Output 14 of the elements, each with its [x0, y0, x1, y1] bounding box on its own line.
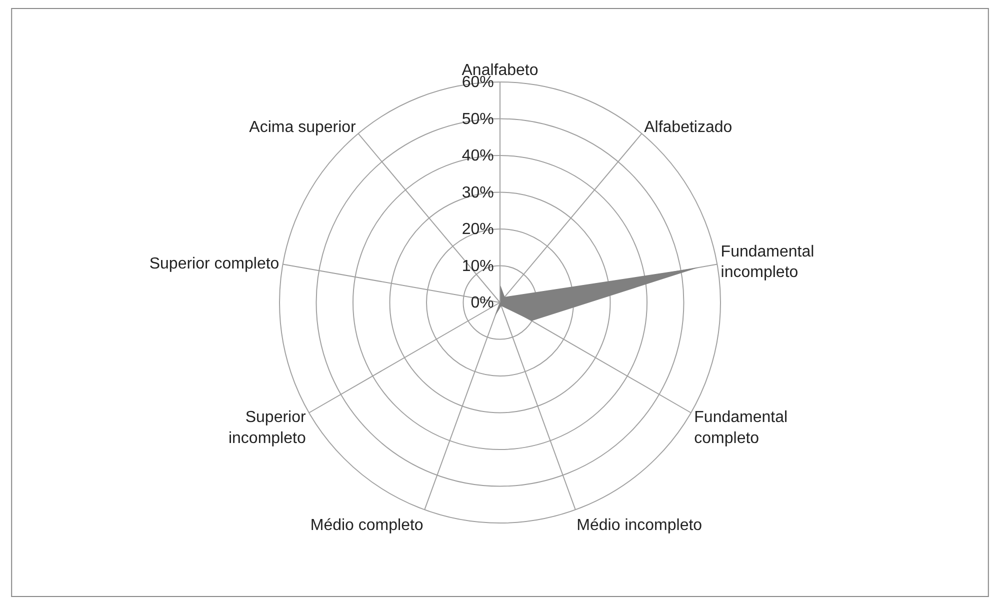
y-tick-label: 0% — [470, 294, 494, 312]
spoke-label: Acima superior — [249, 118, 357, 136]
spoke-label: Alfabetizado — [644, 118, 732, 136]
y-tick-label: 40% — [462, 148, 494, 165]
spoke-label: Médio completo — [310, 517, 424, 534]
y-tick-label: 10% — [462, 258, 494, 275]
y-tick-label: 50% — [462, 110, 494, 128]
spoke-label: Fundamental incompleto — [720, 243, 814, 282]
spoke-label: Superior incompleto — [228, 409, 306, 448]
spoke-label: Médio incompleto — [576, 517, 702, 534]
y-tick-label: 20% — [462, 221, 494, 238]
y-tick-label: 30% — [462, 184, 494, 202]
spoke-label: Superior completo — [149, 256, 280, 273]
spoke-label: Fundamental completo — [694, 409, 788, 448]
